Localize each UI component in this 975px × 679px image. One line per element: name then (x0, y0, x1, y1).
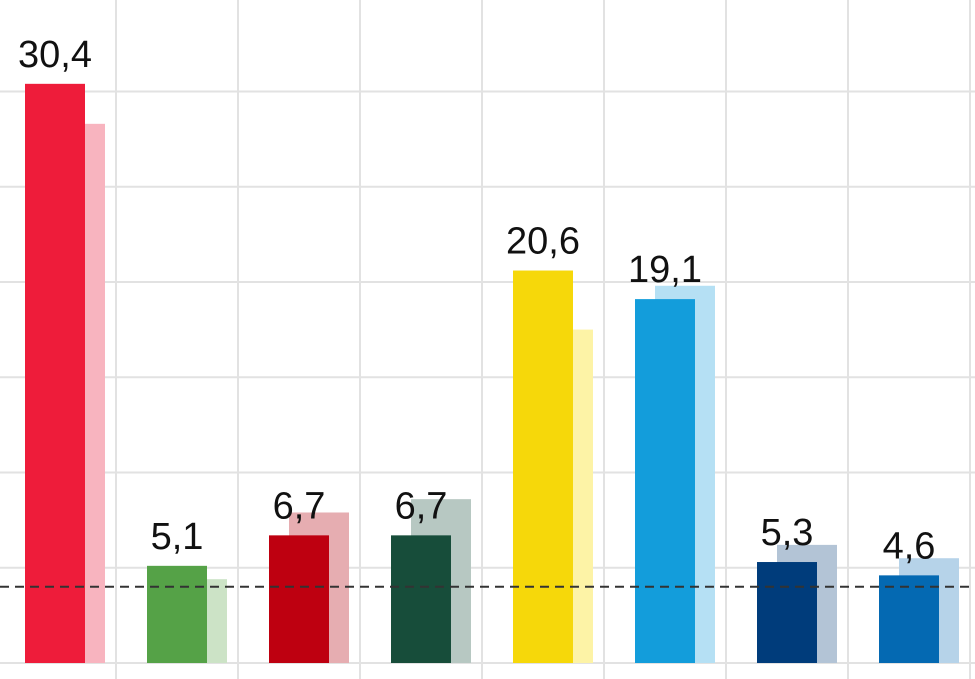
value-label: 20,6 (506, 221, 580, 263)
bar (879, 575, 939, 663)
value-label: 30,4 (18, 34, 92, 76)
bar (635, 299, 695, 663)
value-label: 5,1 (151, 516, 204, 558)
value-label: 4,6 (883, 525, 936, 567)
bar (391, 535, 451, 663)
value-label: 6,7 (273, 485, 326, 527)
bar (757, 562, 817, 663)
value-label: 5,3 (761, 512, 814, 554)
bar (513, 270, 573, 663)
value-label: 19,1 (628, 249, 702, 291)
bar (147, 565, 207, 663)
value-label: 6,7 (395, 485, 448, 527)
bar (25, 83, 85, 663)
bar (269, 535, 329, 663)
